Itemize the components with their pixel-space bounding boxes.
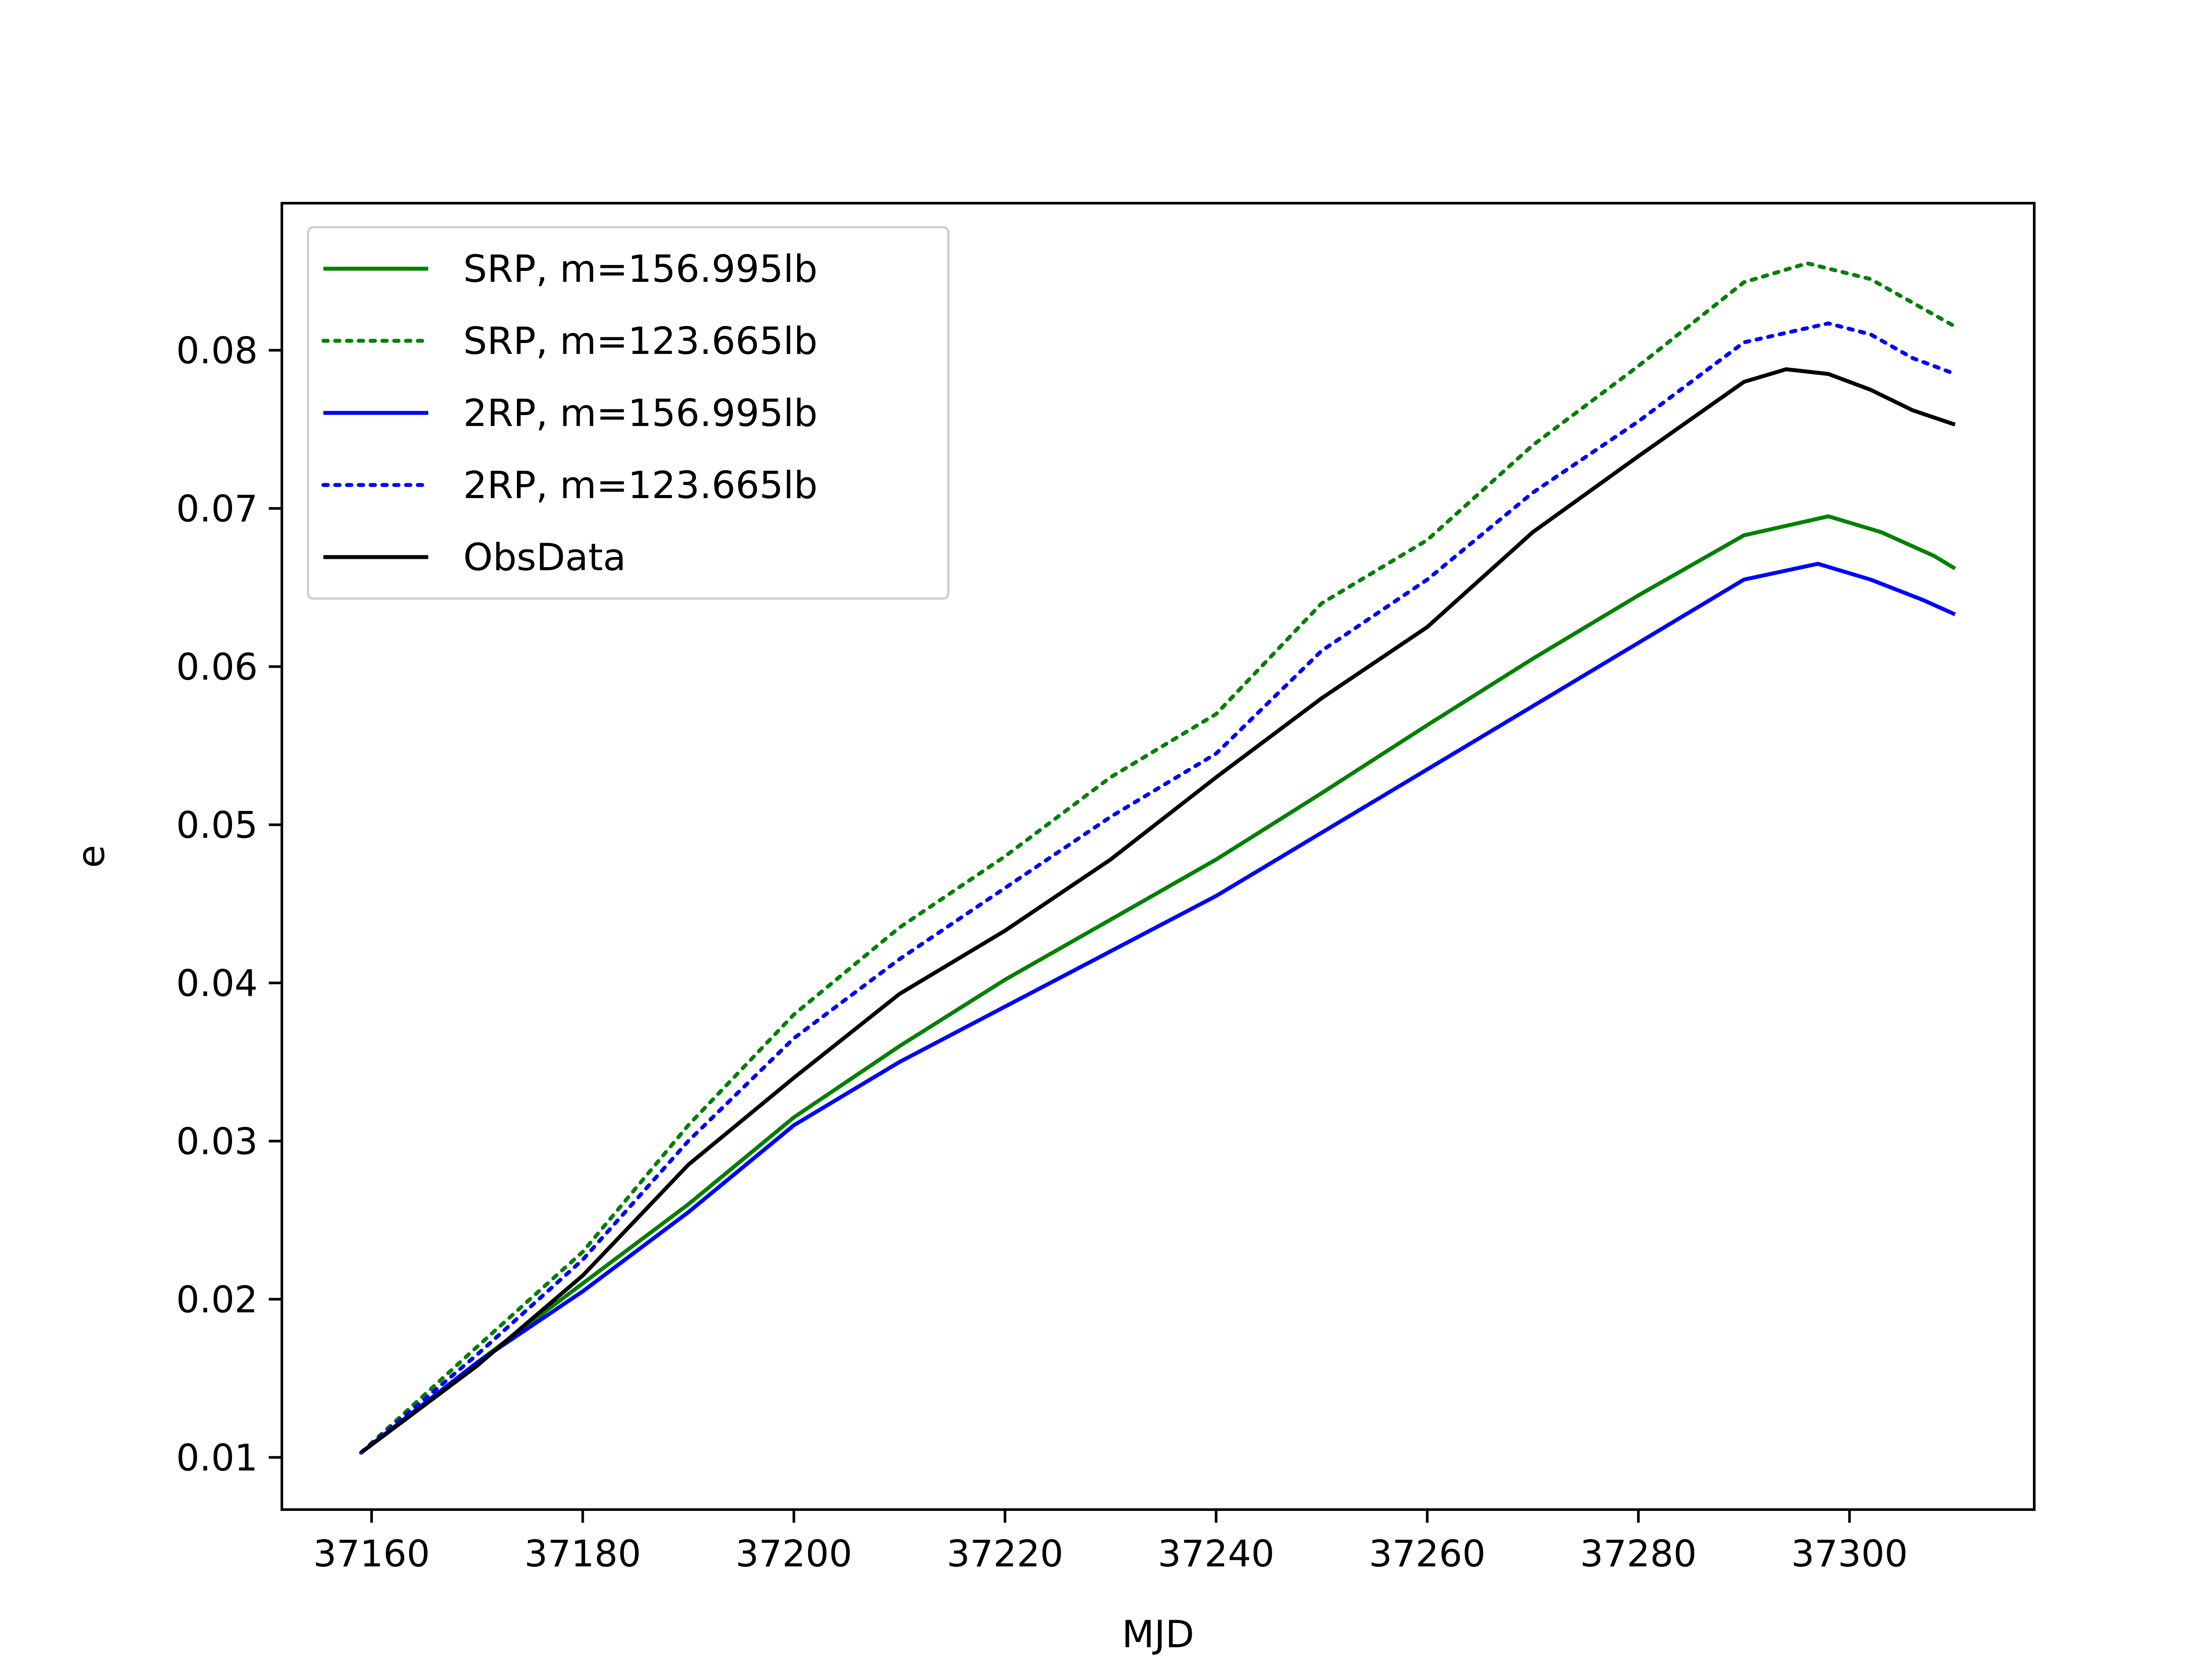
legend-label: SRP, m=156.995lb — [463, 247, 818, 291]
y-tick-label: 0.01 — [176, 1437, 258, 1479]
x-tick-label: 37220 — [947, 1532, 1063, 1575]
y-tick-label: 0.06 — [176, 646, 258, 689]
y-tick-label: 0.03 — [176, 1120, 258, 1163]
legend-label: ObsData — [463, 536, 626, 579]
y-tick-label: 0.05 — [176, 804, 258, 847]
legend: SRP, m=156.995lb SRP, m=123.665lb 2RP, m=1… — [308, 227, 948, 599]
y-tick-label: 0.08 — [176, 329, 258, 372]
y-axis-label: e — [69, 845, 113, 868]
x-tick-label: 37260 — [1369, 1532, 1485, 1575]
x-tick-label: 37300 — [1791, 1532, 1908, 1575]
x-tick-label: 37180 — [524, 1532, 641, 1575]
legend-label: 2RP, m=123.665lb — [463, 464, 818, 507]
x-tick-label: 37240 — [1158, 1532, 1274, 1575]
x-tick-label: 37200 — [735, 1532, 852, 1575]
y-tick-label: 0.04 — [176, 962, 258, 1005]
y-tick-label: 0.02 — [176, 1278, 258, 1321]
y-tick-label: 0.07 — [176, 488, 258, 530]
legend-label: SRP, m=123.665lb — [463, 319, 818, 363]
x-tick-label: 37160 — [313, 1532, 430, 1575]
x-axis-label: MJD — [1122, 1613, 1194, 1656]
x-tick-label: 37280 — [1580, 1532, 1697, 1575]
legend-label: 2RP, m=156.995lb — [463, 391, 818, 435]
